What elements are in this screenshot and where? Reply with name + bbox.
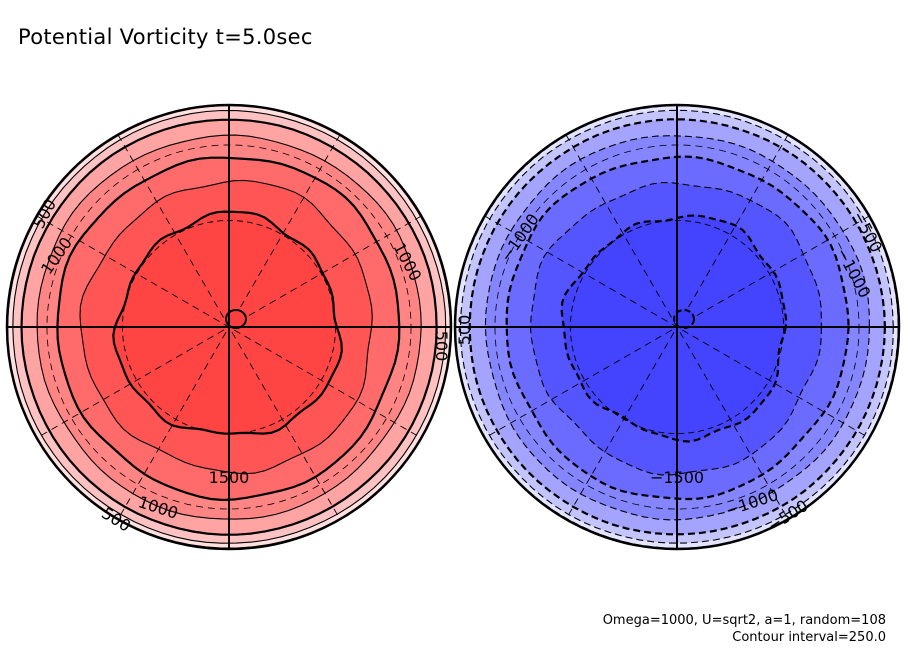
contour-label: −1500 (650, 468, 704, 487)
contour-interval-text: Contour interval=250.0 (732, 630, 886, 645)
chart-title: Potential Vorticity t=5.0sec (18, 25, 313, 49)
panel-positive-pv (7, 105, 451, 549)
parameter-caption: Omega=1000, U=sqrt2, a=1, random=108 Con… (603, 612, 886, 646)
contour-label: 500 (455, 315, 474, 346)
contour-band--1750 (561, 215, 787, 442)
parameter-line: Omega=1000, U=sqrt2, a=1, random=108 (602, 613, 886, 628)
contour-label: 500 (432, 331, 451, 362)
contour-label: 1500 (209, 468, 250, 487)
